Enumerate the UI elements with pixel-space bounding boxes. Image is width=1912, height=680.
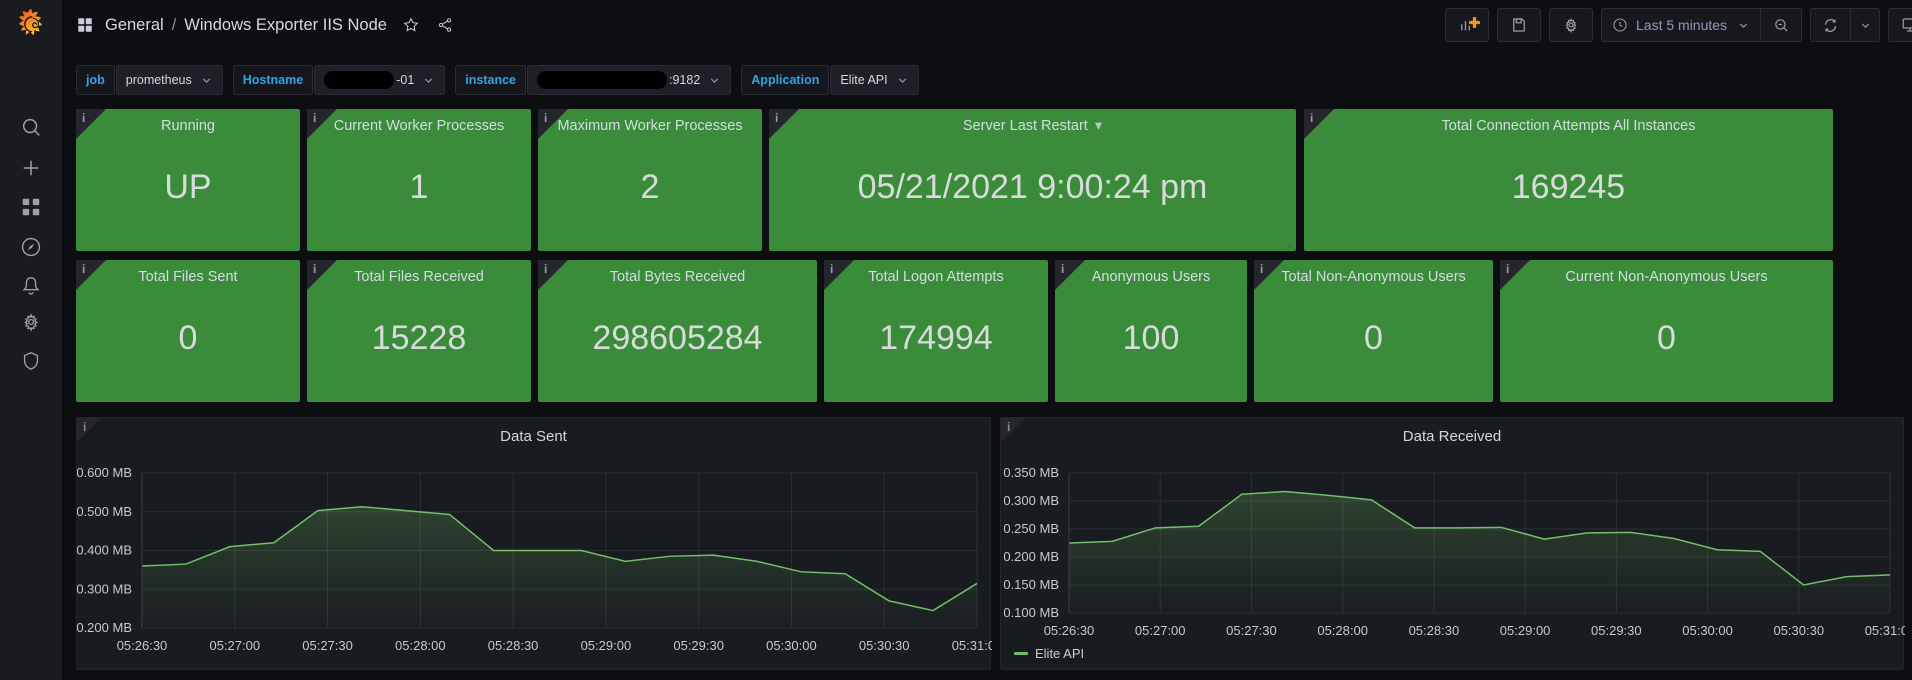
svg-text:05:28:30: 05:28:30: [488, 638, 539, 653]
svg-text:05:30:00: 05:30:00: [1682, 623, 1733, 638]
svg-text:0.250 MB: 0.250 MB: [1003, 521, 1059, 536]
svg-text:05:27:00: 05:27:00: [209, 638, 260, 653]
svg-text:05:29:30: 05:29:30: [1591, 623, 1642, 638]
svg-text:05:30:00: 05:30:00: [766, 638, 817, 653]
svg-text:0.400 MB: 0.400 MB: [77, 543, 132, 558]
svg-text:05:31:00: 05:31:00: [1865, 623, 1905, 638]
svg-text:05:30:30: 05:30:30: [859, 638, 910, 653]
svg-text:0.500 MB: 0.500 MB: [77, 504, 132, 519]
svg-text:05:28:00: 05:28:00: [395, 638, 446, 653]
svg-text:0.200 MB: 0.200 MB: [1003, 549, 1059, 564]
svg-text:0.350 MB: 0.350 MB: [1003, 465, 1059, 480]
svg-text:05:28:00: 05:28:00: [1317, 623, 1368, 638]
svg-text:05:29:00: 05:29:00: [581, 638, 632, 653]
svg-text:05:26:30: 05:26:30: [117, 638, 168, 653]
svg-text:05:29:30: 05:29:30: [673, 638, 724, 653]
svg-text:0.200 MB: 0.200 MB: [77, 620, 132, 635]
svg-text:05:28:30: 05:28:30: [1409, 623, 1460, 638]
svg-text:05:26:30: 05:26:30: [1044, 623, 1095, 638]
svg-text:0.100 MB: 0.100 MB: [1003, 605, 1059, 620]
svg-text:05:30:30: 05:30:30: [1773, 623, 1824, 638]
svg-text:0.300 MB: 0.300 MB: [77, 581, 132, 596]
svg-text:05:29:00: 05:29:00: [1500, 623, 1551, 638]
svg-text:05:27:30: 05:27:30: [1226, 623, 1277, 638]
svg-text:0.300 MB: 0.300 MB: [1003, 493, 1059, 508]
svg-text:05:27:30: 05:27:30: [302, 638, 353, 653]
svg-text:0.600 MB: 0.600 MB: [77, 465, 132, 480]
svg-text:0.150 MB: 0.150 MB: [1003, 577, 1059, 592]
svg-text:05:27:00: 05:27:00: [1135, 623, 1186, 638]
svg-text:05:31:00: 05:31:00: [952, 638, 992, 653]
